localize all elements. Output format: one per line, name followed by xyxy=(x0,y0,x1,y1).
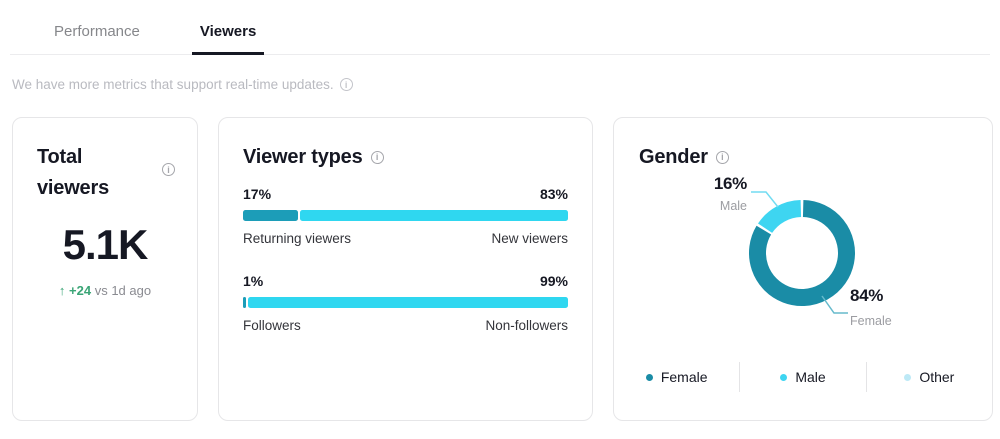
viewer-types-group-followers: 1% 99% Followers Non-followers xyxy=(243,273,568,333)
delta-value: +24 xyxy=(69,283,92,298)
right-label: New viewers xyxy=(491,231,568,246)
realtime-note-text: We have more metrics that support real-t… xyxy=(12,77,334,92)
trend-up-icon: ↑ xyxy=(58,283,66,298)
tab-bar: Performance Viewers xyxy=(10,0,990,55)
cards-row: Total viewers 5.1K ↑ +24 vs 1d ago Viewe… xyxy=(12,117,993,421)
bar-segment-right xyxy=(248,297,568,308)
bar-segment-left xyxy=(243,210,298,221)
callout-line-male xyxy=(751,191,779,208)
legend-label: Male xyxy=(795,369,826,385)
left-label: Returning viewers xyxy=(243,231,352,246)
left-percent: 17% xyxy=(243,186,272,202)
donut-segment-female xyxy=(749,200,855,306)
total-viewers-title: Total viewers xyxy=(37,146,109,199)
viewer-types-title: Viewer types xyxy=(243,146,363,168)
delta-compare: vs 1d ago xyxy=(94,283,152,298)
info-icon[interactable] xyxy=(162,163,175,176)
legend-item-other: Other xyxy=(865,362,992,392)
callout-line-female xyxy=(821,295,848,314)
left-label: Followers xyxy=(243,318,301,333)
info-icon[interactable] xyxy=(715,150,729,164)
info-icon[interactable] xyxy=(339,78,353,91)
tab-performance[interactable]: Performance xyxy=(54,23,140,40)
legend-label: Other xyxy=(919,369,955,385)
gender-title: Gender xyxy=(639,146,708,168)
gender-card: Gender 16% Male 84% Female Female Male O… xyxy=(613,117,993,421)
split-bar xyxy=(243,297,568,308)
viewer-types-group-returning: 17% 83% Returning viewers New viewers xyxy=(243,186,568,246)
right-percent: 83% xyxy=(539,186,568,202)
female-callout-label: Female xyxy=(850,314,892,328)
total-viewers-card: Total viewers 5.1K ↑ +24 vs 1d ago xyxy=(12,117,198,421)
total-viewers-delta: ↑ +24 vs 1d ago xyxy=(13,283,197,298)
viewer-types-title-row: Viewer types xyxy=(243,144,568,170)
other-legend-dot xyxy=(904,373,912,381)
legend-item-female: Female xyxy=(614,362,739,392)
gender-legend: Female Male Other xyxy=(614,362,992,392)
female-legend-dot xyxy=(645,373,653,381)
male-callout-label: Male xyxy=(719,199,747,213)
female-percent-callout: 84% xyxy=(850,286,884,305)
left-percent: 1% xyxy=(243,273,264,289)
legend-item-male: Male xyxy=(739,362,865,392)
viewer-types-card: Viewer types 17% 83% Returning viewers N… xyxy=(218,117,593,421)
info-icon[interactable] xyxy=(370,150,384,164)
right-percent: 99% xyxy=(539,273,568,289)
realtime-note: We have more metrics that support real-t… xyxy=(12,77,1000,92)
gender-donut xyxy=(749,200,855,306)
right-label: Non-followers xyxy=(485,318,568,333)
bar-segment-right xyxy=(299,210,568,221)
legend-label: Female xyxy=(660,369,708,385)
total-viewers-value: 5.1K xyxy=(62,221,149,268)
gender-title-row: Gender xyxy=(639,144,729,170)
bar-segment-left xyxy=(243,297,247,308)
split-bar xyxy=(243,210,568,221)
male-legend-dot xyxy=(780,373,788,381)
tab-viewers[interactable]: Viewers xyxy=(191,24,265,55)
donut-segment-male xyxy=(758,200,802,234)
male-percent-callout: 16% xyxy=(713,174,747,193)
